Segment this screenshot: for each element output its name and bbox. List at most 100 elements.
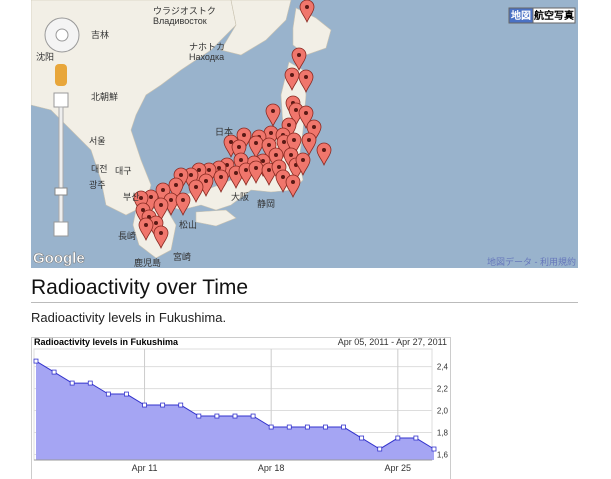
map-type-label[interactable]: 航空写真 [534,9,574,22]
marker-dot[interactable] [181,198,185,202]
marker[interactable] [285,174,301,199]
marker[interactable] [298,69,314,94]
marker[interactable] [299,0,315,24]
marker[interactable] [213,169,229,194]
marker-dot[interactable] [149,195,153,199]
marker-pin[interactable] [299,0,315,24]
marker-dot[interactable] [234,171,238,175]
marker-pin[interactable] [285,174,301,199]
marker-dot[interactable] [169,198,173,202]
marker-dot[interactable] [304,75,308,79]
marker-pin[interactable] [138,217,154,242]
marker[interactable] [173,167,189,192]
marker[interactable] [188,179,204,204]
marker-dot[interactable] [274,153,278,157]
marker[interactable] [286,132,302,157]
marker[interactable] [248,135,264,160]
marker-pin[interactable] [295,152,311,177]
marker-dot[interactable] [161,188,165,192]
marker-dot[interactable] [291,180,295,184]
marker-dot[interactable] [307,138,311,142]
marker[interactable] [265,103,281,128]
marker-dot[interactable] [179,173,183,177]
marker-dot[interactable] [292,138,296,142]
marker-dot[interactable] [159,203,163,207]
map-type-buttons[interactable]: 地図 航空写真 [508,7,576,24]
marker[interactable] [295,152,311,177]
marker[interactable] [153,197,169,222]
marker-dot[interactable] [267,168,271,172]
zoom-in[interactable] [53,92,69,108]
marker-pin[interactable] [298,105,314,130]
marker[interactable] [153,225,169,250]
marker[interactable] [175,192,191,217]
marker[interactable] [138,217,154,242]
attribution[interactable]: 地図データ - 利用規約 [487,256,576,267]
marker-dot[interactable] [254,166,258,170]
marker[interactable] [275,169,291,194]
marker-dot[interactable] [174,183,178,187]
marker[interactable] [291,47,307,72]
marker-dot[interactable] [261,159,265,163]
marker-dot[interactable] [219,175,223,179]
marker-dot[interactable] [237,145,241,149]
marker-dot[interactable] [287,123,291,127]
marker-dot[interactable] [154,221,158,225]
marker-dot[interactable] [242,133,246,137]
marker-dot[interactable] [282,140,286,144]
marker-dot[interactable] [144,223,148,227]
marker-dot[interactable] [159,231,163,235]
marker-pin[interactable] [284,67,300,92]
marker-pin[interactable] [175,192,191,217]
marker[interactable] [248,160,264,185]
marker-pin[interactable] [213,169,229,194]
marker-dot[interactable] [267,143,271,147]
marker-pin[interactable] [291,47,307,72]
zoom-slider[interactable] [58,106,64,223]
map-type-button[interactable] [532,7,576,24]
marker-dot[interactable] [289,153,293,157]
marker-dot[interactable] [254,141,258,145]
marker-dot[interactable] [281,175,285,179]
marker-dot[interactable] [207,168,211,172]
marker-dot[interactable] [294,108,298,112]
marker-pin[interactable] [248,135,264,160]
zoom-handle[interactable] [54,187,68,196]
marker-pin[interactable] [298,69,314,94]
marker-dot[interactable] [239,158,243,162]
marker-dot[interactable] [189,173,193,177]
marker-pin[interactable] [265,103,281,128]
marker[interactable] [284,67,300,92]
marker-dot[interactable] [304,111,308,115]
marker-dot[interactable] [305,5,309,9]
marker-pin[interactable] [286,132,302,157]
marker-dot[interactable] [271,109,275,113]
marker[interactable] [316,142,332,167]
zoom-out[interactable] [53,221,69,237]
marker-dot[interactable] [197,168,201,172]
marker-pin[interactable] [316,142,332,167]
marker[interactable] [298,105,314,130]
marker-dot[interactable] [141,208,145,212]
marker-pin[interactable] [153,197,169,222]
street-view-pegman[interactable] [55,64,67,86]
marker-dot[interactable] [312,125,316,129]
marker-dot[interactable] [217,166,221,170]
marker-dot[interactable] [297,53,301,57]
marker-dot[interactable] [290,73,294,77]
marker-dot[interactable] [269,131,273,135]
marker[interactable] [168,177,184,202]
map-type-label[interactable]: 地図 [511,9,531,22]
marker-pin[interactable] [168,177,184,202]
marker-dot[interactable] [204,179,208,183]
marker-pin[interactable] [301,132,317,157]
marker-dot[interactable] [194,185,198,189]
marker-dot[interactable] [277,165,281,169]
marker-dot[interactable] [139,196,143,200]
marker-dot[interactable] [244,168,248,172]
marker[interactable] [301,132,317,157]
marker-dot[interactable] [322,148,326,152]
marker-pin[interactable] [153,225,169,250]
marker-pin[interactable] [248,160,264,185]
